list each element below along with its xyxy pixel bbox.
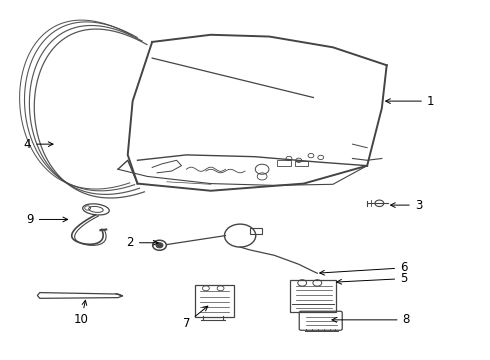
Text: 9: 9	[26, 213, 68, 226]
Text: 8: 8	[332, 313, 410, 327]
Text: 6: 6	[319, 261, 408, 275]
Bar	[277, 160, 292, 166]
Text: 4: 4	[24, 138, 53, 150]
Text: 1: 1	[386, 95, 435, 108]
Text: 3: 3	[391, 199, 422, 212]
Text: 10: 10	[74, 300, 89, 327]
Text: 7: 7	[183, 306, 208, 330]
Circle shape	[156, 243, 163, 248]
Bar	[295, 161, 308, 166]
Bar	[250, 228, 262, 234]
Text: 2: 2	[126, 236, 158, 249]
Text: 5: 5	[337, 272, 408, 285]
